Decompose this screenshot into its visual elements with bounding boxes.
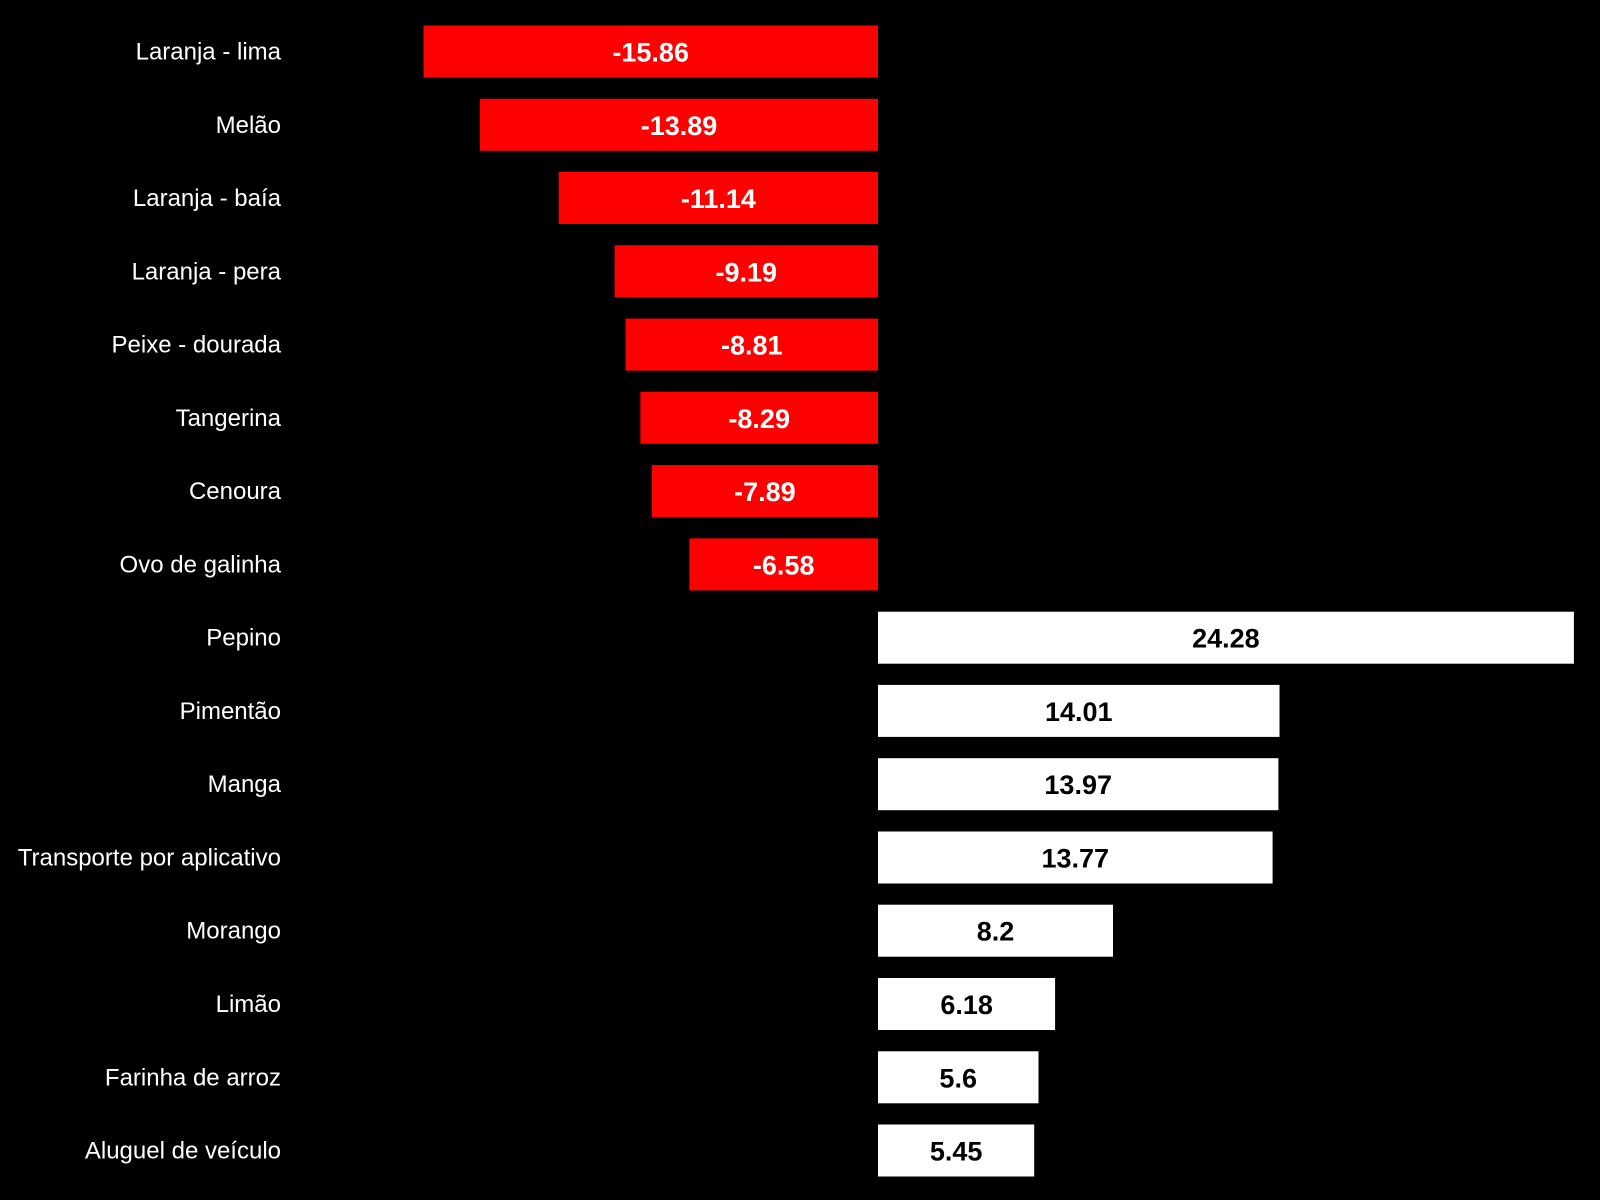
bar-value-label-15: 5.45: [930, 1137, 983, 1167]
bar-value-label-11: 13.77: [1042, 844, 1110, 874]
category-label-12: Morango: [186, 918, 281, 945]
category-label-9: Pimentão: [180, 698, 281, 725]
bar-value-label-14: 5.6: [939, 1063, 977, 1093]
labels-group: -15.86 Laranja - lima -13.89 Melão -11.14 Lar…: [18, 38, 1260, 1167]
bar-12: [878, 904, 1113, 957]
category-label-4: Peixe - dourada: [112, 332, 282, 359]
bar-value-label-13: 6.18: [940, 990, 993, 1020]
category-label-15: Aluguel de veículo: [85, 1138, 281, 1165]
bar-7: [689, 538, 878, 591]
bar-13: [878, 978, 1056, 1030]
category-label-1: Melão: [216, 112, 281, 139]
bar-value-label-10: 13.97: [1044, 770, 1112, 800]
bar-value-label-9: 14.01: [1045, 697, 1113, 727]
bar-8: [878, 611, 1574, 664]
bar-0: [423, 25, 878, 78]
bar-value-label-12: 8.2: [977, 917, 1015, 947]
category-label-7: Ovo de galinha: [120, 551, 282, 578]
bar-value-label-6: -7.89: [734, 477, 796, 507]
category-label-13: Limão: [216, 991, 281, 1018]
bar-value-label-5: -8.29: [728, 404, 790, 434]
bar-value-label-2: -11.14: [681, 184, 756, 214]
bar-3: [614, 245, 878, 298]
bar-value-label-0: -15.86: [612, 38, 689, 68]
category-label-8: Pepino: [206, 625, 281, 652]
bar-14: [878, 1051, 1039, 1104]
bar-value-label-1: -13.89: [641, 111, 718, 141]
bar-11: [878, 831, 1273, 884]
bar-value-label-4: -8.81: [721, 331, 783, 361]
category-label-14: Farinha de arroz: [105, 1064, 281, 1091]
bar-1: [479, 98, 878, 151]
category-label-11: Transporte por aplicativo: [18, 845, 281, 872]
bars-group: [423, 25, 1574, 1177]
bar-10: [878, 758, 1279, 811]
category-label-10: Manga: [208, 771, 282, 798]
category-label-6: Cenoura: [189, 478, 282, 505]
bar-value-label-7: -6.58: [753, 550, 815, 580]
bar-5: [640, 391, 878, 444]
bar-6: [651, 465, 878, 518]
bar-value-label-3: -9.19: [716, 257, 778, 287]
category-label-3: Laranja - pera: [132, 258, 282, 285]
bar-9: [878, 684, 1280, 737]
category-label-2: Laranja - baía: [133, 185, 282, 212]
bar-value-label-8: 24.28: [1192, 624, 1260, 654]
bar-15: [878, 1124, 1035, 1177]
bar-2: [558, 172, 878, 224]
category-label-5: Tangerina: [176, 405, 282, 432]
bar-4: [625, 318, 878, 371]
category-label-0: Laranja - lima: [136, 39, 282, 66]
